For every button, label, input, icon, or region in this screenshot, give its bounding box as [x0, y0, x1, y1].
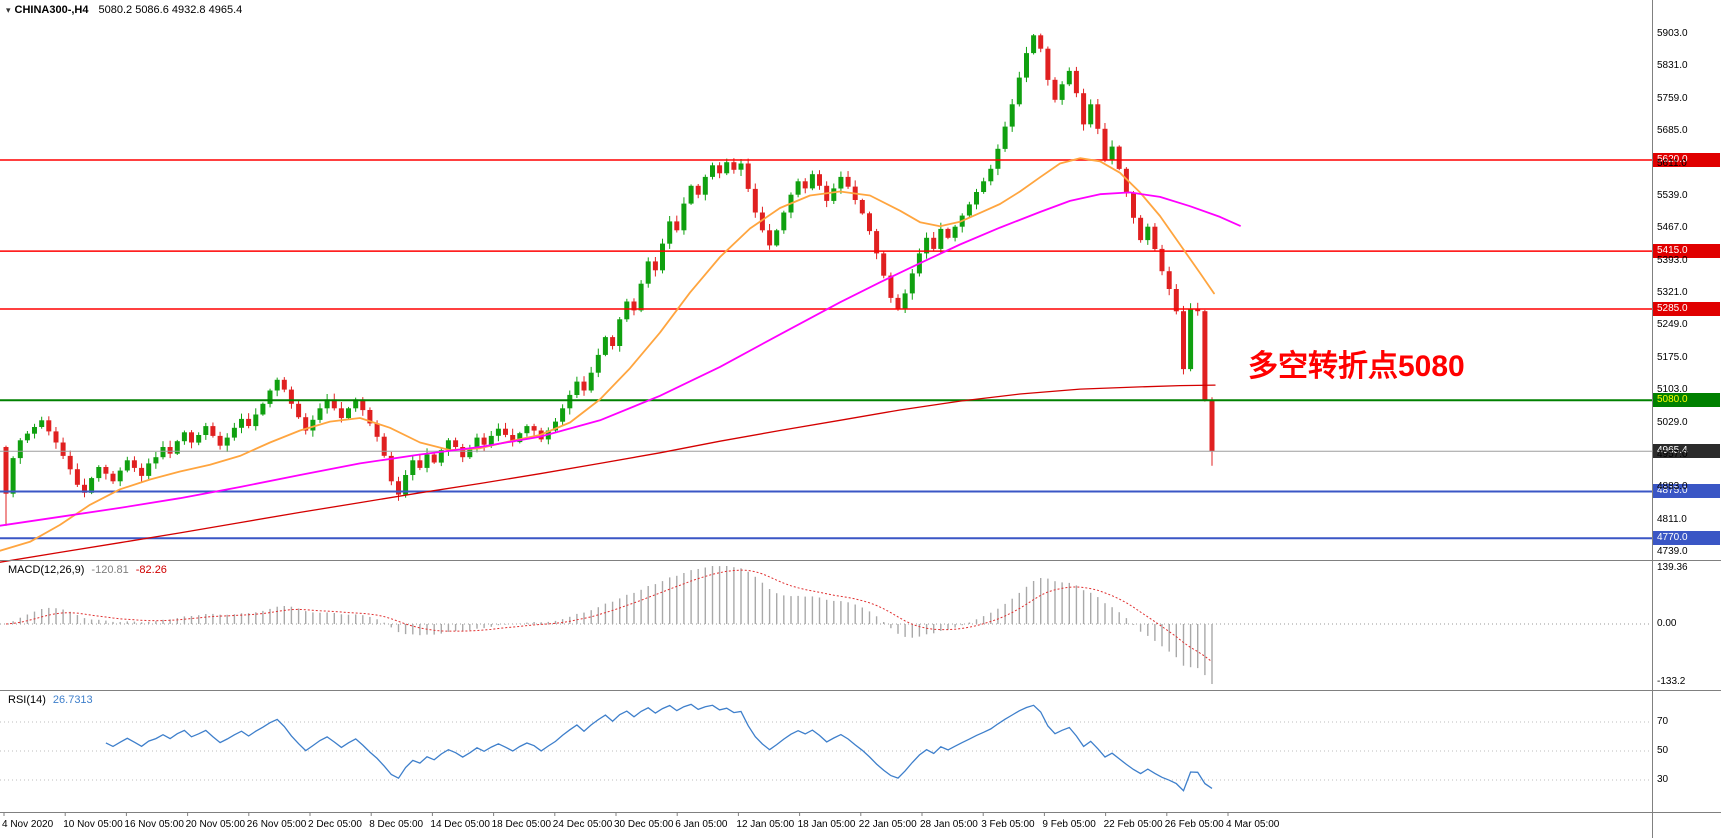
candlestick-layer — [3, 33, 1215, 526]
annotation-text[interactable]: 多空转折点5080 — [1248, 350, 1465, 383]
rsi-value: 26.7313 — [52, 694, 93, 706]
rsi-name: RSI(14) — [8, 694, 46, 706]
slow-ma-line — [0, 384, 1216, 563]
symbol-period-label: CHINA300-,H4 — [14, 4, 89, 16]
macd-histogram — [12, 566, 1213, 684]
macd-name: MACD(12,26,9) — [8, 564, 85, 576]
macd-indicator-label: MACD(12,26,9) -120.81 -82.26 — [8, 564, 174, 576]
fast-ma-line — [0, 157, 1215, 552]
ohlc-values: 5080.2 5086.6 4932.8 4965.4 — [98, 4, 243, 16]
macd-signal-line — [5, 569, 1213, 663]
rsi-indicator-label: RSI(14) 26.7313 — [8, 694, 100, 706]
medium-ma-line — [0, 191, 1241, 527]
symbol-info-bar: ▾ CHINA300-,H4 5080.2 5086.6 4932.8 4965.4 — [6, 4, 242, 16]
macd-main-value: -120.81 — [91, 564, 129, 576]
symbol-dropdown-icon[interactable]: ▾ — [6, 5, 11, 15]
rsi-line — [105, 703, 1213, 792]
macd-signal-value: -82.26 — [135, 564, 167, 576]
